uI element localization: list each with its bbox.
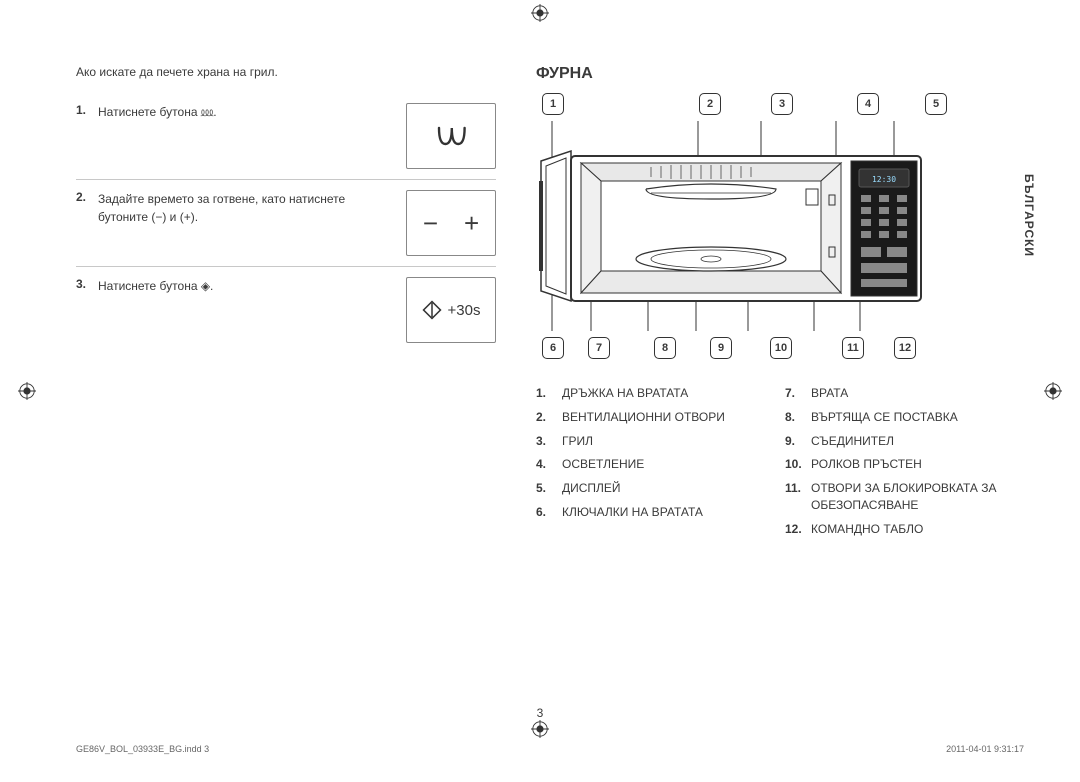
callout-number: 10 <box>770 337 792 359</box>
legend-num: 7. <box>785 385 805 402</box>
crop-mark-icon <box>531 4 549 22</box>
callout-number: 9 <box>710 337 732 359</box>
callouts-top: 1 2 3 4 5 <box>536 93 1004 115</box>
callout-number: 1 <box>542 93 564 115</box>
step-body: Натиснете бутона ⅏. <box>98 103 396 121</box>
legend: 1. ДРЪЖКА НА ВРАТАТА 2. ВЕНТИЛАЦИОННИ ОТВО… <box>536 385 1004 545</box>
legend-num: 6. <box>536 504 556 521</box>
manual-page: Ако искате да печете храна на грил. 1. Н… <box>0 0 1080 782</box>
grill-icon <box>406 103 496 169</box>
legend-num: 10. <box>785 456 805 473</box>
crop-mark-icon <box>18 382 36 400</box>
legend-num: 11. <box>785 480 805 514</box>
step-3: 3. Натиснете бутона ◈. +30s <box>76 267 496 353</box>
legend-num: 3. <box>536 433 556 450</box>
step-number: 3. <box>76 277 92 295</box>
legend-num: 4. <box>536 456 556 473</box>
legend-num: 12. <box>785 521 805 538</box>
step-2: 2. Задайте времето за готвене, като нати… <box>76 180 496 267</box>
footer: GE86V_BOL_03933E_BG.indd 3 2011-04-01 9:… <box>76 744 1024 754</box>
icon-text: +30s <box>448 302 481 319</box>
legend-text: ВЪРТЯЩА СЕ ПОСТАВКА <box>811 409 958 426</box>
oven-diagram: 12:30 <box>536 121 938 331</box>
callout-number: 11 <box>842 337 864 359</box>
section-title: ФУРНА <box>536 65 1004 83</box>
step-body: Натиснете бутона ◈. <box>98 277 396 295</box>
callout-number: 12 <box>894 337 916 359</box>
callout-number: 8 <box>654 337 676 359</box>
legend-num: 9. <box>785 433 805 450</box>
footer-timestamp: 2011-04-01 9:31:17 <box>946 744 1024 754</box>
step-number: 2. <box>76 190 92 226</box>
callout-number: 4 <box>857 93 879 115</box>
crop-mark-icon <box>531 720 549 738</box>
legend-text: КОМАНДНО ТАБЛО <box>811 521 923 538</box>
oven-column: ФУРНА 1 2 3 4 5 <box>536 65 1004 545</box>
legend-text: РОЛКОВ ПРЪСТЕН <box>811 456 922 473</box>
legend-num: 5. <box>536 480 556 497</box>
start-30s-icon: +30s <box>406 277 496 343</box>
legend-text: ОТВОРИ ЗА БЛОКИРОВКАТА ЗА ОБЕЗОПАСЯВАНЕ <box>811 480 1004 514</box>
callouts-bottom: 6 7 8 9 10 11 12 <box>536 337 1004 359</box>
svg-text:12:30: 12:30 <box>872 175 896 184</box>
step-body: Задайте времето за готвене, като натисне… <box>98 190 396 226</box>
footer-file: GE86V_BOL_03933E_BG.indd 3 <box>76 744 209 754</box>
instructions-column: Ако искате да печете храна на грил. 1. Н… <box>76 65 496 545</box>
callout-number: 7 <box>588 337 610 359</box>
language-tab: БЪЛГАРСКИ <box>1022 174 1036 257</box>
legend-text: ДИСПЛЕЙ <box>562 480 621 497</box>
legend-num: 2. <box>536 409 556 426</box>
legend-text: СЪЕДИНИТЕЛ <box>811 433 894 450</box>
callout-number: 5 <box>925 93 947 115</box>
legend-text: ВЕНТИЛАЦИОННИ ОТВОРИ <box>562 409 725 426</box>
crop-mark-icon <box>1044 382 1062 400</box>
legend-num: 8. <box>785 409 805 426</box>
step-1: 1. Натиснете бутона ⅏. <box>76 93 496 180</box>
legend-num: 1. <box>536 385 556 402</box>
callout-number: 2 <box>699 93 721 115</box>
page-number: 3 <box>537 706 544 720</box>
callout-number: 6 <box>542 337 564 359</box>
step-number: 1. <box>76 103 92 121</box>
intro-text: Ако искате да печете храна на грил. <box>76 65 496 79</box>
legend-text: КЛЮЧАЛКИ НА ВРАТАТА <box>562 504 703 521</box>
plus-minus-icon: −+ <box>406 190 496 256</box>
callout-number: 3 <box>771 93 793 115</box>
legend-text: ОСВЕТЛЕНИЕ <box>562 456 644 473</box>
legend-text: ГРИЛ <box>562 433 593 450</box>
legend-text: ВРАТА <box>811 385 848 402</box>
legend-text: ДРЪЖКА НА ВРАТАТА <box>562 385 688 402</box>
